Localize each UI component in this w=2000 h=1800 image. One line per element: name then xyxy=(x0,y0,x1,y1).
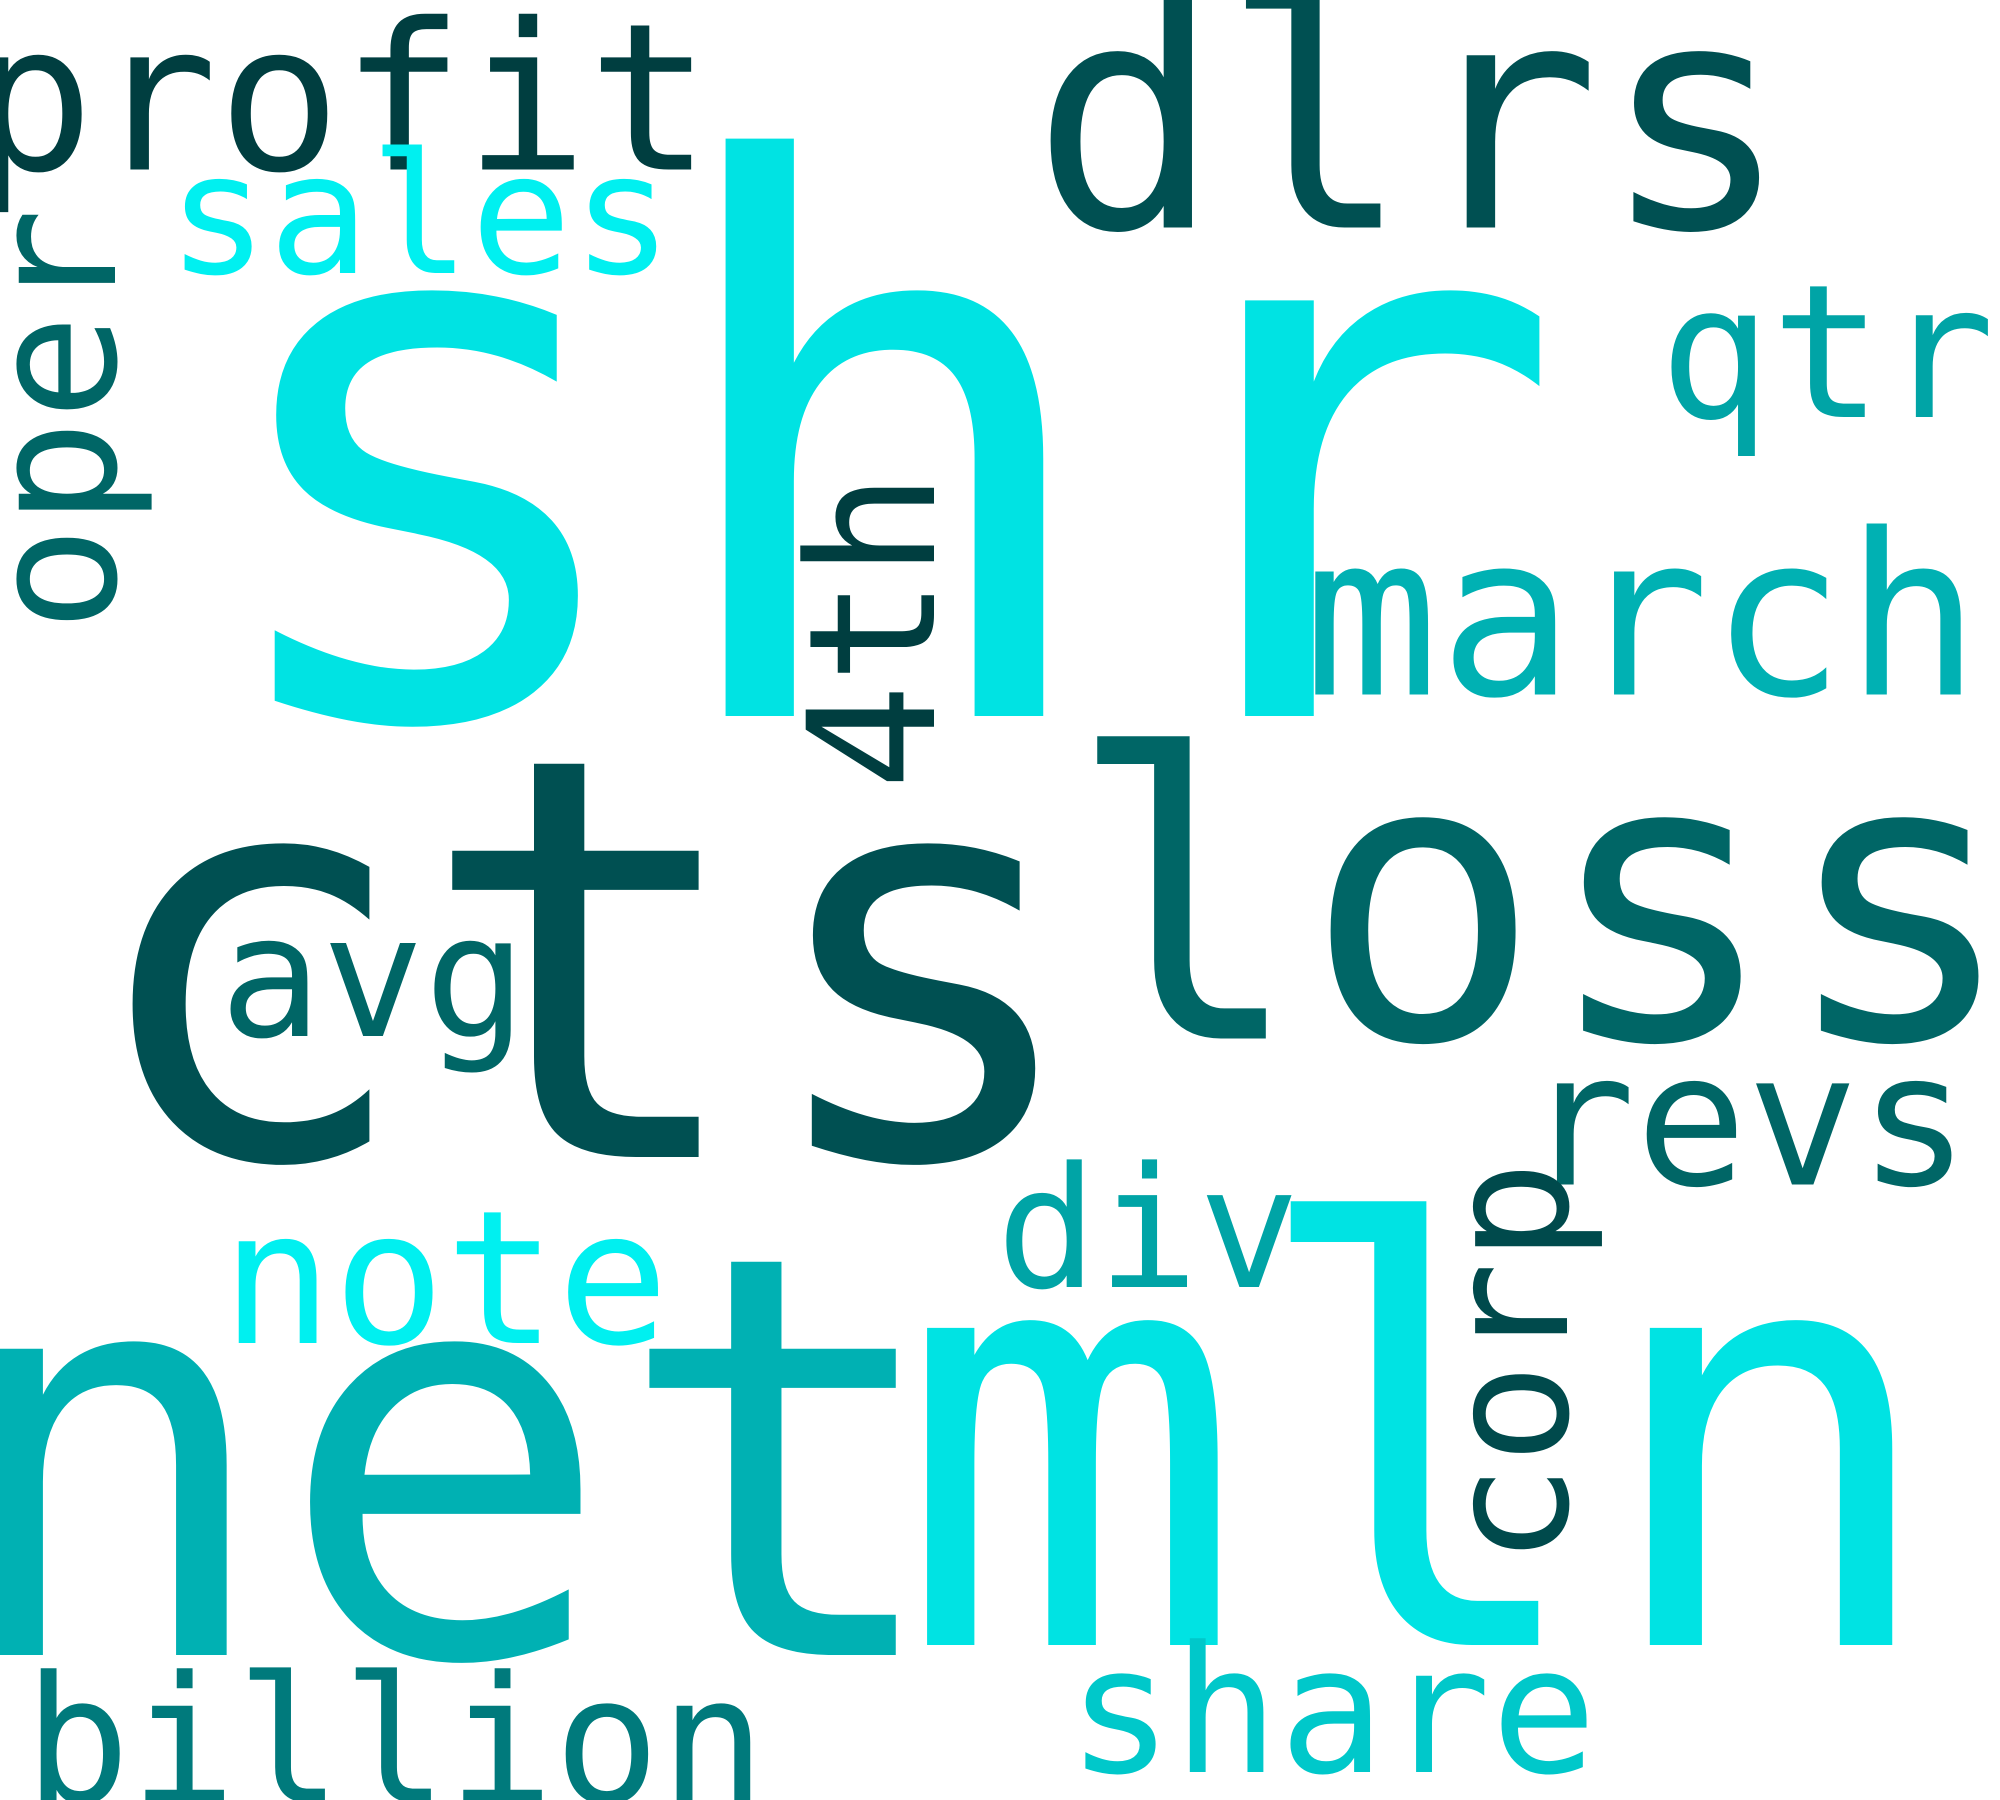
word-share: share xyxy=(1067,1609,1597,1800)
word-sales: sales xyxy=(167,117,673,313)
word-note: note xyxy=(221,1170,669,1387)
word-dlrs: dlrs xyxy=(1031,0,1791,303)
word-div: div xyxy=(996,1131,1300,1327)
word-cts: cts xyxy=(79,638,1091,1290)
word-oper: oper xyxy=(0,208,157,632)
word-shr: shr xyxy=(195,12,1569,896)
word-4th: 4th xyxy=(771,472,976,790)
word-mln: mln xyxy=(896,1107,1944,1782)
word-profit: profit xyxy=(0,0,712,219)
word-revs: revs xyxy=(1524,1012,1970,1229)
word-loss: loss xyxy=(1066,672,2000,1133)
word-net: net xyxy=(0,1136,951,1788)
word-billion: billion xyxy=(24,1639,766,1800)
word-qtr: qtr xyxy=(1659,244,1995,461)
word-march: march xyxy=(1303,486,1981,749)
word-avg: avg xyxy=(219,879,527,1077)
word-corp: corp xyxy=(1411,1160,1607,1566)
